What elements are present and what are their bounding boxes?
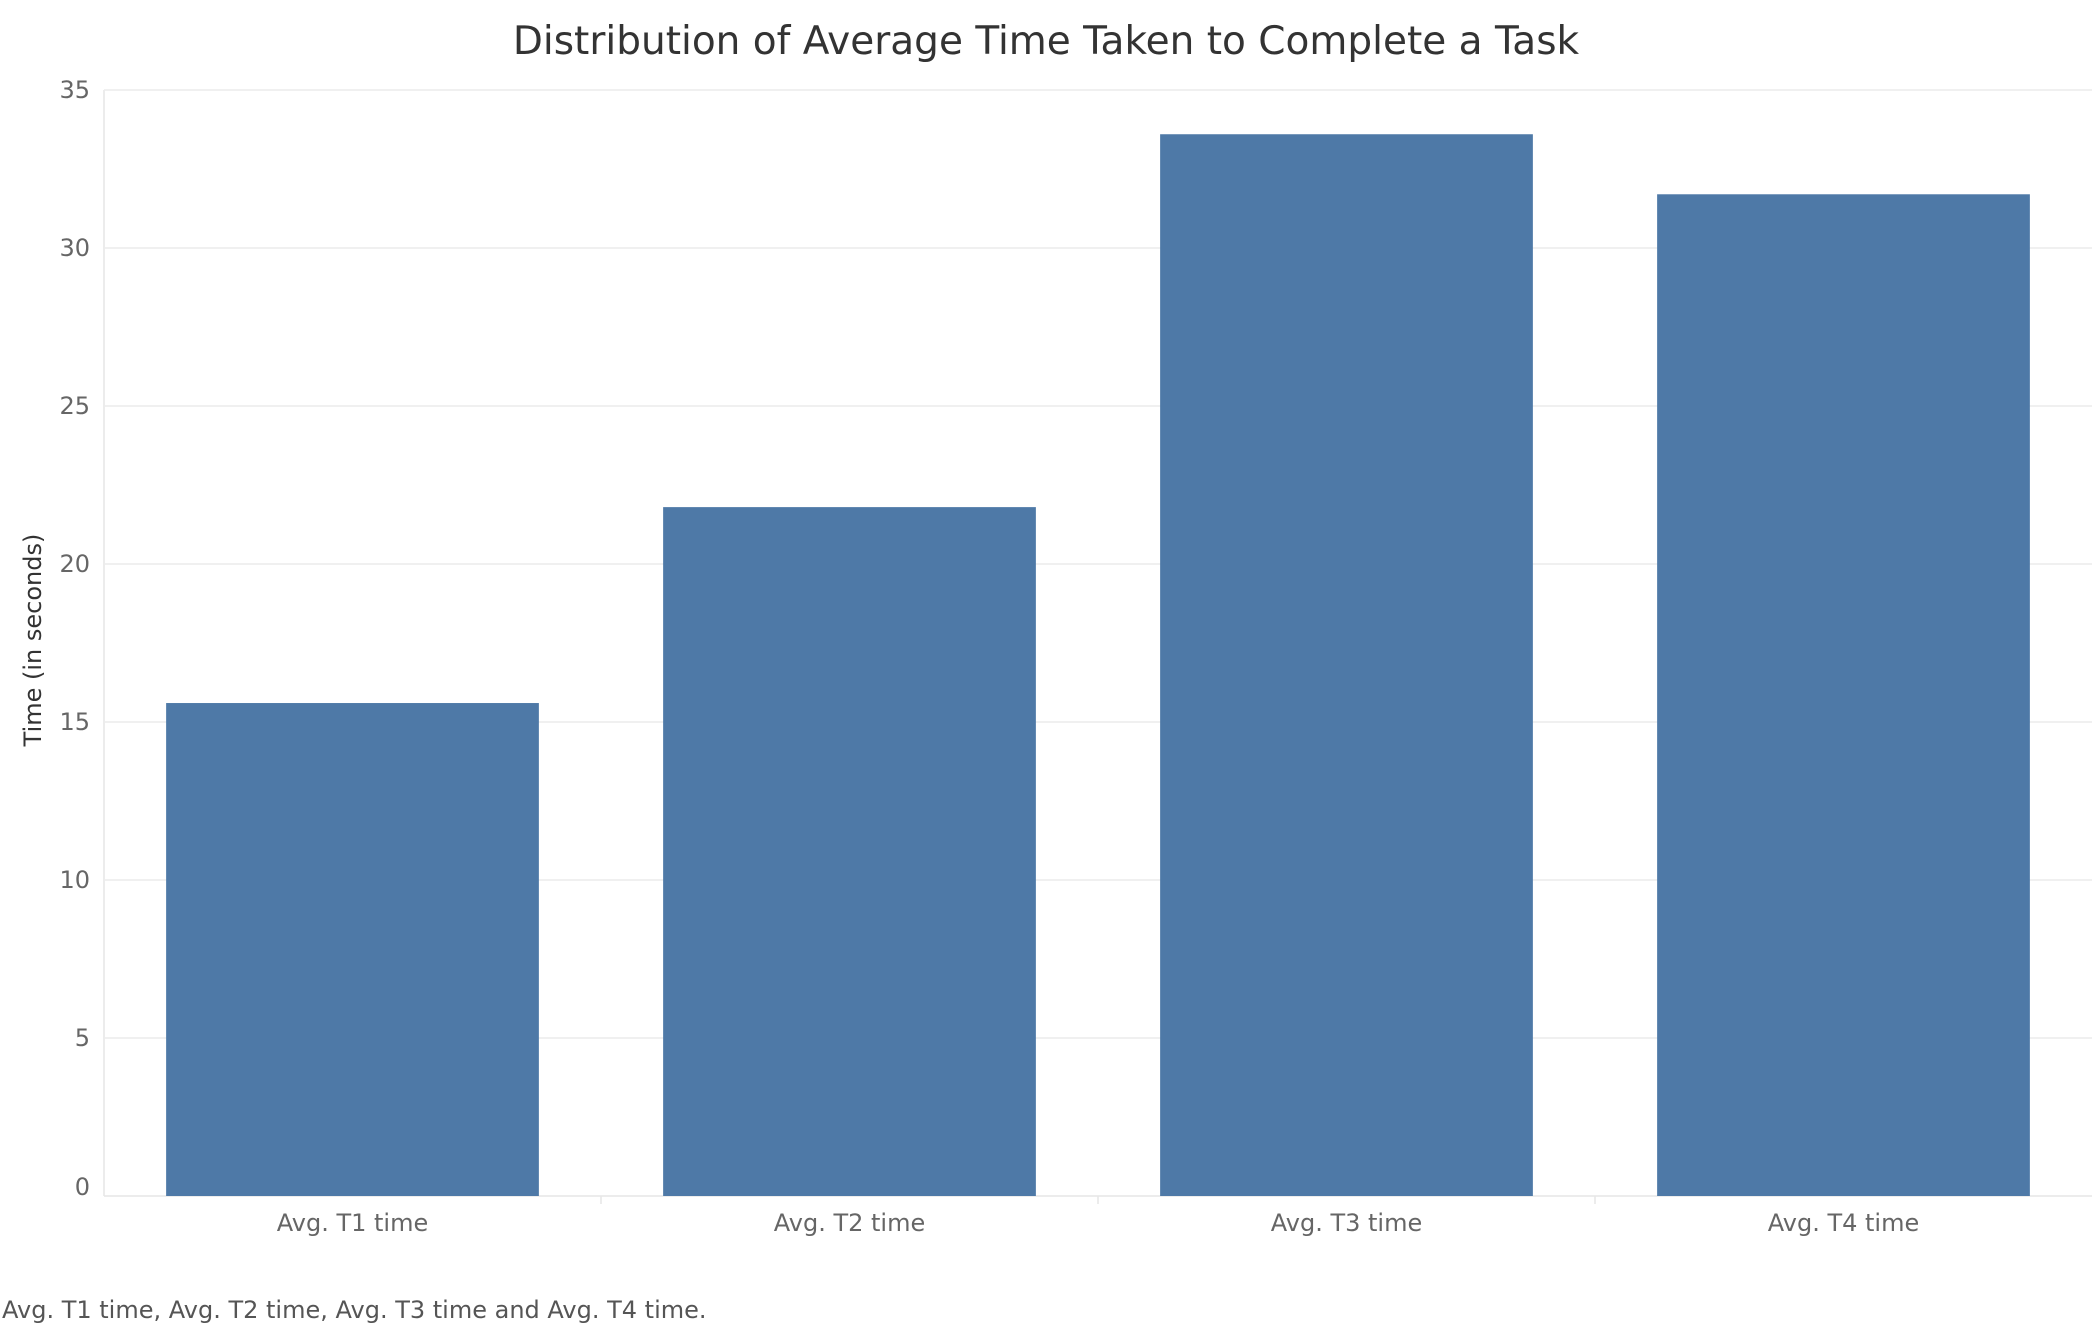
bar[interactable] bbox=[166, 703, 539, 1196]
x-tick-label: Avg. T1 time bbox=[277, 1209, 429, 1237]
bar[interactable] bbox=[663, 507, 1036, 1196]
chart-caption: Avg. T1 time, Avg. T2 time, Avg. T3 time… bbox=[2, 1296, 707, 1324]
y-tick-label: 5 bbox=[75, 1024, 90, 1052]
y-tick-label: 20 bbox=[59, 550, 90, 578]
y-tick-label: 25 bbox=[59, 392, 90, 420]
y-tick-label: 0 bbox=[75, 1173, 90, 1201]
y-axis-title: Time (in seconds) bbox=[19, 534, 47, 748]
y-tick-label: 15 bbox=[59, 708, 90, 736]
bars bbox=[166, 134, 2030, 1197]
x-tick-label: Avg. T3 time bbox=[1271, 1209, 1423, 1237]
y-axis-ticks: 0 5 10 15 20 25 30 35 bbox=[59, 76, 90, 1201]
y-tick-label: 10 bbox=[59, 866, 90, 894]
x-tick-label: Avg. T4 time bbox=[1768, 1209, 1920, 1237]
x-tick-label: Avg. T2 time bbox=[774, 1209, 926, 1237]
y-tick-label: 30 bbox=[59, 234, 90, 262]
bar[interactable] bbox=[1657, 194, 2030, 1196]
x-axis-ticks: Avg. T1 time Avg. T2 time Avg. T3 time Avg.… bbox=[277, 1196, 1920, 1237]
y-tick-label: 35 bbox=[59, 76, 90, 104]
chart-title: Distribution of Average Time Taken to Co… bbox=[513, 19, 1580, 64]
bar[interactable] bbox=[1160, 134, 1533, 1197]
